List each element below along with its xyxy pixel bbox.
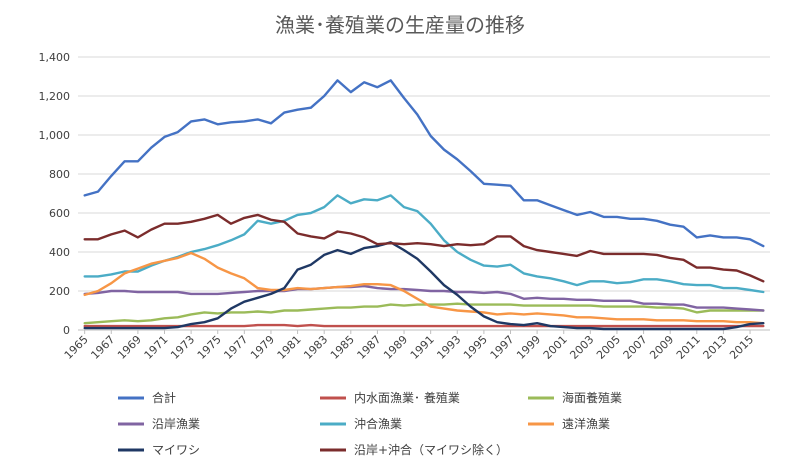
x-tick-label: 1995 xyxy=(461,333,490,362)
x-tick-label: 1999 xyxy=(514,333,543,362)
y-axis-ticks: 0 200 400 600 800 1,000 1,200 1,400 xyxy=(39,51,71,337)
x-tick-label: 1987 xyxy=(355,333,384,362)
series-lines xyxy=(83,79,765,331)
x-tick-label: 1993 xyxy=(434,333,463,362)
y-tick-label: 600 xyxy=(49,207,70,220)
x-tick-label: 2005 xyxy=(594,333,623,362)
legend-label: マイワシ xyxy=(152,443,200,457)
x-tick-label: 1965 xyxy=(62,333,91,362)
y-tick-label: 1,000 xyxy=(39,129,71,142)
series-line-6 xyxy=(83,251,765,325)
y-tick-label: 800 xyxy=(49,168,70,181)
gridlines xyxy=(78,56,770,331)
x-tick-label: 1979 xyxy=(248,333,277,362)
x-tick-label: 2009 xyxy=(647,333,676,362)
x-tick-label: 2001 xyxy=(541,333,570,362)
legend-label: 沖合漁業 xyxy=(354,416,402,431)
series-line-2 xyxy=(83,323,765,328)
x-tick-label: 1989 xyxy=(381,333,410,362)
y-tick-label: 1,200 xyxy=(39,90,71,103)
x-tick-label: 1969 xyxy=(115,333,144,362)
x-tick-label: 2003 xyxy=(567,333,596,362)
x-tick-label: 2013 xyxy=(701,333,730,362)
x-tick-label: 1971 xyxy=(142,333,171,362)
y-tick-label: 1,400 xyxy=(39,51,71,64)
x-tick-label: 1985 xyxy=(328,333,357,362)
x-tick-label: 1967 xyxy=(88,333,117,362)
series-line-5 xyxy=(83,194,765,294)
series-line-4 xyxy=(83,284,765,312)
series-line-8 xyxy=(83,213,765,283)
x-tick-label: 1977 xyxy=(221,333,250,362)
series-line-3 xyxy=(83,302,765,325)
legend-label: 遠洋漁業 xyxy=(562,416,610,431)
x-tick-label: 2007 xyxy=(621,333,650,362)
x-tick-label: 2015 xyxy=(727,333,756,362)
series-line-1 xyxy=(83,79,765,248)
x-tick-label: 1983 xyxy=(301,333,330,362)
legend-label: 沿岸+沖合（マイワシ除く） xyxy=(354,442,508,457)
legend-label: 合計 xyxy=(152,390,176,405)
x-tick-label: 2011 xyxy=(674,333,703,362)
x-tick-label: 1973 xyxy=(168,333,197,362)
legend-label: 海面養殖業 xyxy=(562,390,622,405)
chart-title: 漁業･養殖業の生産量の推移 xyxy=(275,13,525,37)
series-line-7 xyxy=(83,241,765,331)
x-axis-ticks: 1965196719691971197319751977197919811983… xyxy=(62,330,756,362)
x-tick-label: 1981 xyxy=(275,333,304,362)
x-tick-label: 1991 xyxy=(408,333,437,362)
y-tick-label: 400 xyxy=(49,246,70,259)
y-tick-label: 200 xyxy=(49,285,70,298)
x-tick-label: 1975 xyxy=(195,333,224,362)
legend-label: 沿岸漁業 xyxy=(152,417,200,431)
x-tick-label: 1997 xyxy=(488,333,517,362)
legend-label: 内水面漁業･ 養殖業 xyxy=(354,390,460,405)
y-tick-label: 0 xyxy=(63,324,70,337)
